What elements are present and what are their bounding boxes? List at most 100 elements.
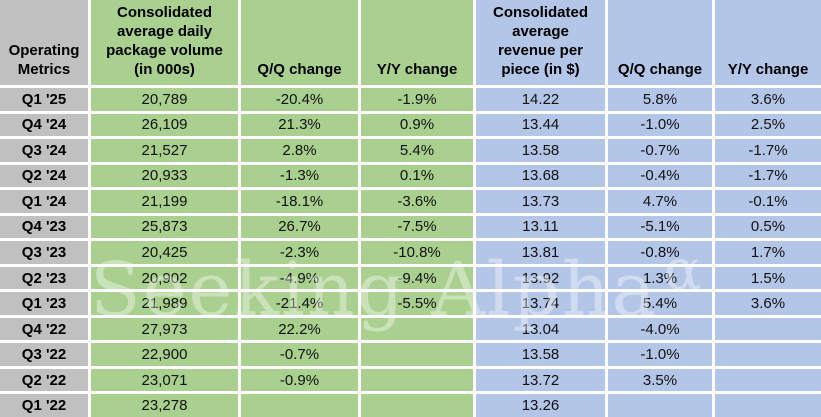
revenue-qq-cell: -0.7%	[608, 139, 712, 162]
revenue-per-piece-header: Consolidated average revenue per piece (…	[476, 0, 605, 85]
volume-cell: 26,109	[91, 113, 238, 137]
volume-qq-cell	[241, 394, 358, 417]
revenue-yy-cell: -1.7%	[715, 139, 821, 162]
volume-cell: 20,425	[91, 241, 238, 264]
revenue-qq-cell: -4.0%	[608, 317, 712, 341]
package-volume-header: Consolidated average daily package volum…	[91, 0, 238, 85]
revenue-qq-cell: -0.4%	[608, 164, 712, 188]
revenue-qq-cell: -0.8%	[608, 241, 712, 264]
quarter-label: Q2 '23	[0, 266, 88, 290]
volume-cell: 20,933	[91, 164, 238, 188]
volume-cell: 20,902	[91, 266, 238, 290]
revenue-yy-cell: 3.6%	[715, 88, 821, 111]
revenue-qq-cell: -5.1%	[608, 215, 712, 239]
quarter-label: Q3 '22	[0, 343, 88, 366]
volume-yy-cell	[361, 343, 473, 366]
revenue-qq-cell: 1.3%	[608, 266, 712, 290]
quarter-label: Q3 '23	[0, 241, 88, 264]
revenue-qq-cell: -1.0%	[608, 113, 712, 137]
revenue-qq-cell: 5.8%	[608, 88, 712, 111]
revenue-cell: 13.81	[476, 241, 605, 264]
quarter-label: Q4 '23	[0, 215, 88, 239]
quarter-label: Q2 '24	[0, 164, 88, 188]
volume-qq-cell: -4.9%	[241, 266, 358, 290]
revenue-yy-cell: 1.7%	[715, 241, 821, 264]
volume-qq-change-header: Q/Q change	[241, 0, 358, 85]
volume-qq-cell: -0.7%	[241, 343, 358, 366]
volume-cell: 25,873	[91, 215, 238, 239]
revenue-qq-cell: 3.5%	[608, 368, 712, 392]
revenue-yy-cell: 3.6%	[715, 292, 821, 315]
revenue-cell: 13.73	[476, 190, 605, 213]
volume-yy-cell	[361, 317, 473, 341]
revenue-yy-cell: -1.7%	[715, 164, 821, 188]
revenue-cell: 14.22	[476, 88, 605, 111]
revenue-yy-cell: -0.1%	[715, 190, 821, 213]
revenue-cell: 13.58	[476, 139, 605, 162]
revenue-cell: 13.44	[476, 113, 605, 137]
quarter-label: Q1 '22	[0, 394, 88, 417]
volume-cell: 22,900	[91, 343, 238, 366]
volume-yy-cell: -5.5%	[361, 292, 473, 315]
revenue-cell: 13.26	[476, 394, 605, 417]
volume-yy-cell: -3.6%	[361, 190, 473, 213]
quarter-label: Q1 '23	[0, 292, 88, 315]
volume-cell: 21,199	[91, 190, 238, 213]
volume-cell: 23,071	[91, 368, 238, 392]
revenue-yy-cell	[715, 317, 821, 341]
revenue-cell: 13.68	[476, 164, 605, 188]
volume-yy-cell: 5.4%	[361, 139, 473, 162]
volume-qq-cell: -2.3%	[241, 241, 358, 264]
volume-qq-cell: 22.2%	[241, 317, 358, 341]
quarter-label: Q2 '22	[0, 368, 88, 392]
revenue-yy-cell: 0.5%	[715, 215, 821, 239]
revenue-qq-cell: -1.0%	[608, 343, 712, 366]
revenue-qq-cell: 5.4%	[608, 292, 712, 315]
revenue-yy-cell	[715, 394, 821, 417]
revenue-qq-change-header: Q/Q change	[608, 0, 712, 85]
revenue-cell: 13.74	[476, 292, 605, 315]
revenue-cell: 13.72	[476, 368, 605, 392]
volume-qq-cell: 21.3%	[241, 113, 358, 137]
operating-metrics-header: Operating Metrics	[0, 0, 88, 85]
volume-qq-cell: -1.3%	[241, 164, 358, 188]
volume-cell: 27,973	[91, 317, 238, 341]
volume-yy-cell	[361, 368, 473, 392]
quarter-label: Q1 '25	[0, 88, 88, 111]
volume-qq-cell: 26.7%	[241, 215, 358, 239]
revenue-qq-cell	[608, 394, 712, 417]
quarter-label: Q4 '24	[0, 113, 88, 137]
revenue-cell: 13.58	[476, 343, 605, 366]
volume-yy-cell	[361, 394, 473, 417]
quarter-label: Q1 '24	[0, 190, 88, 213]
revenue-yy-cell	[715, 343, 821, 366]
volume-qq-cell: -20.4%	[241, 88, 358, 111]
volume-cell: 21,989	[91, 292, 238, 315]
revenue-yy-cell: 2.5%	[715, 113, 821, 137]
volume-yy-cell: -1.9%	[361, 88, 473, 111]
volume-qq-cell: -18.1%	[241, 190, 358, 213]
volume-yy-change-header: Y/Y change	[361, 0, 473, 85]
volume-qq-cell: -21.4%	[241, 292, 358, 315]
revenue-cell: 13.11	[476, 215, 605, 239]
volume-qq-cell: -0.9%	[241, 368, 358, 392]
volume-cell: 23,278	[91, 394, 238, 417]
volume-yy-cell: -9.4%	[361, 266, 473, 290]
revenue-yy-cell: 1.5%	[715, 266, 821, 290]
volume-yy-cell: -10.8%	[361, 241, 473, 264]
volume-yy-cell: 0.9%	[361, 113, 473, 137]
volume-yy-cell: 0.1%	[361, 164, 473, 188]
quarter-label: Q4 '22	[0, 317, 88, 341]
volume-cell: 21,527	[91, 139, 238, 162]
revenue-cell: 13.04	[476, 317, 605, 341]
volume-qq-cell: 2.8%	[241, 139, 358, 162]
revenue-yy-change-header: Y/Y change	[715, 0, 821, 85]
quarter-label: Q3 '24	[0, 139, 88, 162]
volume-yy-cell: -7.5%	[361, 215, 473, 239]
revenue-yy-cell	[715, 368, 821, 392]
revenue-cell: 13.92	[476, 266, 605, 290]
volume-cell: 20,789	[91, 88, 238, 111]
revenue-qq-cell: 4.7%	[608, 190, 712, 213]
